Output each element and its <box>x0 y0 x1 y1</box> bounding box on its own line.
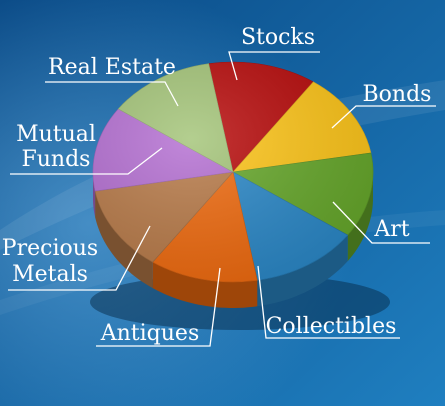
leader-line-art <box>332 201 430 244</box>
leader-line-antiques <box>96 267 221 347</box>
leader-line-mutual-funds <box>10 147 163 175</box>
label-bonds: Bonds <box>363 82 432 107</box>
label-collectibles: Collectibles <box>266 314 397 339</box>
label-precious-metals-line1: Precious <box>2 236 98 261</box>
leader-line-collectibles <box>257 265 400 339</box>
leader-line-real-estate <box>45 81 179 107</box>
label-mutual-funds-line2: Funds <box>22 147 91 172</box>
label-stocks: Stocks <box>241 25 315 50</box>
leader-line-precious-metals <box>8 225 151 291</box>
leader-line-stocks <box>228 51 320 81</box>
leader-line-bonds <box>331 105 436 129</box>
leader-lines <box>8 51 436 347</box>
label-real-estate: Real Estate <box>48 55 176 80</box>
label-art: Art <box>373 217 409 242</box>
label-antiques: Antiques <box>100 321 200 346</box>
label-precious-metals-line2: Metals <box>12 262 88 287</box>
label-mutual-funds-line1: Mutual <box>16 122 96 147</box>
pie-top <box>92 61 374 283</box>
